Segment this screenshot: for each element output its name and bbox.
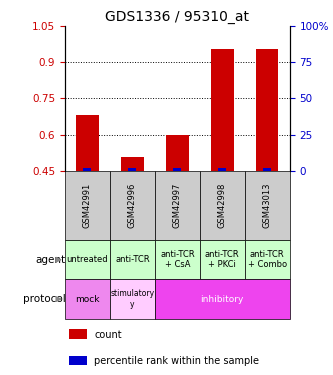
Bar (65, 240, 110, 279)
Text: GSM42996: GSM42996 (128, 183, 137, 228)
Text: GSM42991: GSM42991 (83, 183, 92, 228)
Text: untreated: untreated (67, 255, 108, 264)
Bar (128, 168, 137, 171)
Text: agent: agent (36, 255, 66, 265)
Bar (218, 168, 226, 171)
Text: count: count (94, 330, 122, 339)
Bar (155, 240, 200, 279)
Bar (110, 171, 155, 240)
Bar (256, 49, 278, 171)
Text: anti-TCR: anti-TCR (115, 255, 150, 264)
Text: stimulatory
y: stimulatory y (110, 290, 155, 309)
Bar (65, 279, 110, 319)
Text: anti-TCR
+ CsA: anti-TCR + CsA (160, 250, 194, 269)
Bar (121, 158, 144, 171)
Text: protocol: protocol (23, 294, 66, 304)
Text: GSM43013: GSM43013 (263, 183, 272, 228)
Title: GDS1336 / 95310_at: GDS1336 / 95310_at (105, 10, 249, 24)
Bar (155, 279, 290, 319)
Bar (263, 168, 271, 171)
Text: percentile rank within the sample: percentile rank within the sample (94, 356, 259, 366)
Bar (211, 49, 233, 171)
Text: GSM42998: GSM42998 (218, 183, 227, 228)
Text: inhibitory: inhibitory (200, 295, 244, 304)
Bar (83, 168, 92, 171)
Text: anti-TCR
+ PKCi: anti-TCR + PKCi (205, 250, 239, 269)
Bar (245, 171, 290, 240)
Bar (200, 240, 245, 279)
Bar (155, 171, 200, 240)
Text: anti-TCR
+ Combo: anti-TCR + Combo (248, 250, 287, 269)
Text: GSM42997: GSM42997 (173, 183, 182, 228)
Bar (70, 356, 87, 365)
Bar (76, 115, 99, 171)
Bar (110, 240, 155, 279)
Bar (245, 240, 290, 279)
Bar (166, 135, 188, 171)
Bar (65, 171, 110, 240)
Bar (173, 168, 181, 171)
Bar (70, 329, 87, 339)
Bar (200, 171, 245, 240)
Bar (110, 279, 155, 319)
Text: mock: mock (75, 295, 100, 304)
